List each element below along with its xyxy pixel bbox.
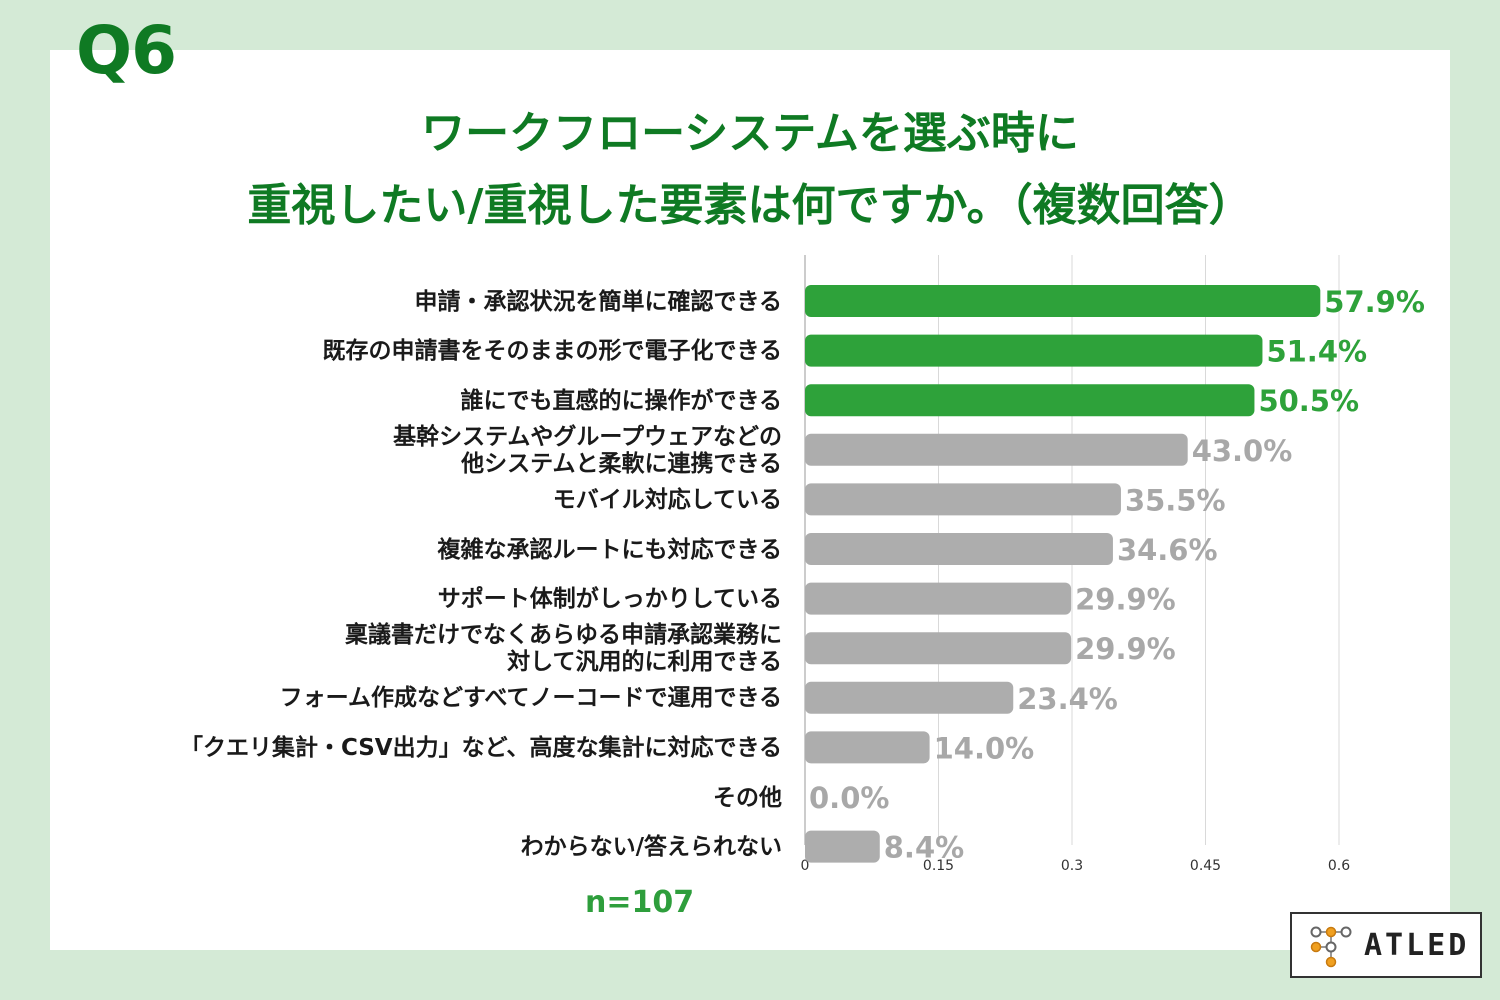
chart-title-line1: ワークフローシステムを選ぶ時に: [421, 108, 1079, 159]
data-label: 35.5%: [1125, 483, 1226, 517]
category-label: サポート体制がしっかりしている: [438, 586, 782, 613]
x-tick-label: 0.6: [1328, 858, 1350, 874]
category-label-line: 誰にでも直感的に操作ができる: [460, 387, 782, 414]
category-label-line: 申請・承認状況を簡単に確認できる: [414, 288, 782, 315]
data-label: 0.0%: [809, 781, 889, 815]
category-label-line: 他システムと柔軟に連携できる: [461, 450, 782, 477]
bar: [805, 731, 930, 764]
data-label: 8.4%: [884, 831, 964, 865]
bar: [805, 681, 1014, 714]
category-label-line: サポート体制がしっかりしている: [437, 586, 782, 613]
category-label-line: 複雑な承認ルートにも対応できる: [437, 536, 782, 563]
category-label: 「クエリ集計・CSV出力」など、高度な集計に対応できる: [180, 735, 782, 762]
category-label-line: 既存の申請書をそのままの形で電子化できる: [322, 338, 782, 365]
category-label: 基幹システムやグループウェアなどの 他システムと柔軟に連携できる: [393, 424, 782, 478]
chart-panel: [50, 50, 1450, 950]
category-label-line: 稟議書だけでなくあらゆる申請承認業務に: [345, 622, 782, 649]
data-label: 43.0%: [1192, 434, 1293, 468]
chart-title-line2: 重視したい/重視した要素は何ですか。（複数回答）: [247, 180, 1253, 231]
category-label-line: フォーム作成などすべてノーコードで運用できる: [279, 685, 782, 712]
category-label: その他: [713, 785, 782, 812]
atled-logo: ATLED: [1290, 912, 1482, 978]
x-tick-label: 0.15: [923, 858, 954, 874]
bar: [805, 830, 880, 863]
logo-text: ATLED: [1364, 928, 1470, 963]
category-label-line: わからない/答えられない: [520, 834, 782, 861]
category-label: 誰にでも直感的に操作ができる: [460, 388, 782, 415]
category-label: わからない/答えられない: [521, 834, 782, 861]
data-label: 14.0%: [934, 731, 1035, 765]
data-label: 23.4%: [1017, 682, 1118, 716]
bar: [805, 384, 1255, 417]
data-label: 51.4%: [1266, 335, 1367, 369]
category-label: フォーム作成などすべてノーコードで運用できる: [280, 685, 782, 712]
category-label-line: モバイル対応している: [552, 486, 782, 513]
bar: [805, 533, 1113, 565]
bar: [805, 285, 1321, 317]
category-label-line: 「クエリ集計・CSV出力」など、高度な集計に対応できる: [179, 734, 782, 761]
bar: [805, 582, 1072, 615]
question-label: Q6: [76, 12, 177, 89]
x-tick-label: 0.3: [1061, 858, 1083, 874]
category-label: モバイル対応している: [553, 487, 782, 514]
category-label-line: 基幹システムやグループウェアなどの: [393, 423, 782, 450]
category-label-line: その他: [713, 784, 782, 811]
bar: [805, 334, 1263, 367]
category-label-line: 対して汎用的に利用できる: [507, 649, 782, 676]
data-label: 34.6%: [1117, 533, 1218, 567]
logo-icon: [1310, 926, 1352, 968]
bar: [805, 632, 1072, 665]
sample-size-label: n=107: [585, 885, 695, 920]
data-label: 29.9%: [1075, 632, 1176, 666]
x-tick-label: 0: [801, 858, 810, 874]
x-tick-label: 0.45: [1190, 858, 1221, 874]
category-label: 稟議書だけでなくあらゆる申請承認業務に 対して汎用的に利用できる: [345, 622, 782, 676]
category-label: 申請・承認状況を簡単に確認できる: [414, 289, 782, 316]
category-label: 複雑な承認ルートにも対応できる: [437, 537, 782, 564]
data-label: 50.5%: [1258, 384, 1359, 418]
bar: [805, 433, 1188, 466]
bar: [805, 483, 1121, 516]
data-label: 57.9%: [1324, 285, 1425, 319]
data-label: 29.9%: [1075, 583, 1176, 617]
category-label: 既存の申請書をそのままの形で電子化できる: [322, 338, 782, 365]
